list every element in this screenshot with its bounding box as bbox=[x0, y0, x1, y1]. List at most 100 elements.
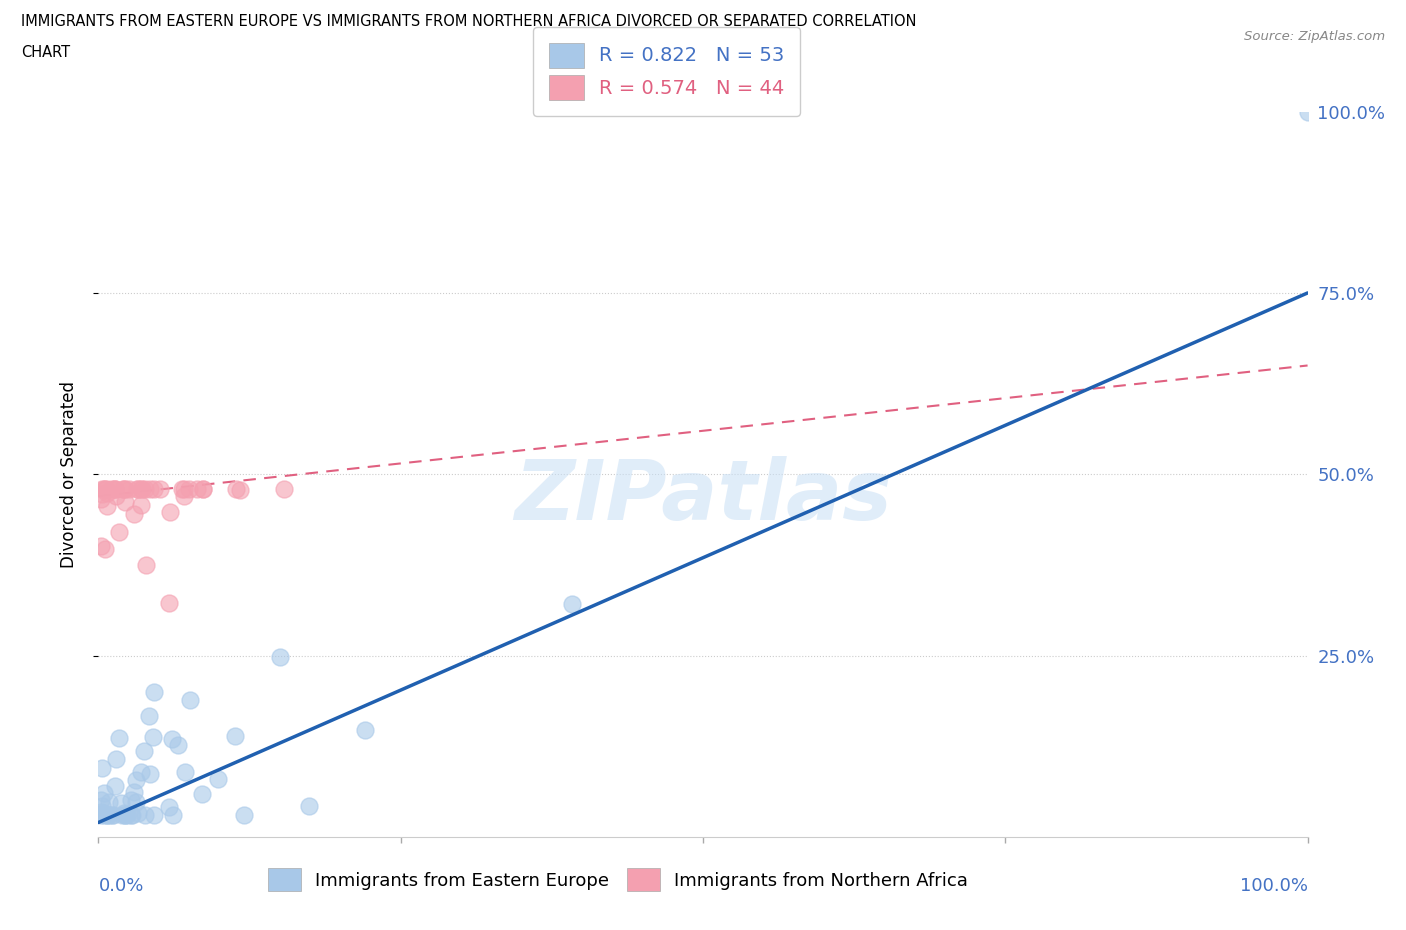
Text: CHART: CHART bbox=[21, 45, 70, 60]
Point bbox=[179, 693, 201, 708]
Point bbox=[173, 489, 195, 504]
Point bbox=[191, 482, 214, 497]
Point bbox=[131, 482, 153, 497]
Text: 100.0%: 100.0% bbox=[1240, 877, 1308, 895]
Point bbox=[114, 808, 136, 823]
Point bbox=[91, 487, 114, 502]
Point bbox=[134, 808, 156, 823]
Point bbox=[138, 709, 160, 724]
Point bbox=[1296, 104, 1319, 119]
Point bbox=[224, 729, 246, 744]
Point bbox=[104, 482, 127, 497]
Point bbox=[93, 808, 115, 823]
Point bbox=[177, 482, 200, 497]
Point bbox=[143, 482, 166, 497]
Point bbox=[93, 482, 115, 497]
Point bbox=[96, 499, 118, 514]
Point bbox=[134, 482, 156, 497]
Point bbox=[91, 805, 114, 820]
Point bbox=[229, 483, 252, 498]
Point bbox=[273, 482, 295, 497]
Point bbox=[167, 737, 190, 752]
Point bbox=[94, 541, 117, 556]
Point bbox=[110, 796, 132, 811]
Point bbox=[112, 805, 135, 820]
Text: IMMIGRANTS FROM EASTERN EUROPE VS IMMIGRANTS FROM NORTHERN AFRICA DIVORCED OR SE: IMMIGRANTS FROM EASTERN EUROPE VS IMMIGR… bbox=[21, 14, 917, 29]
Point bbox=[173, 764, 195, 779]
Point bbox=[114, 482, 136, 497]
Point bbox=[159, 504, 181, 519]
Point bbox=[186, 482, 208, 497]
Point bbox=[96, 485, 118, 500]
Point bbox=[561, 596, 583, 611]
Point bbox=[111, 482, 134, 497]
Point bbox=[101, 808, 124, 823]
Point bbox=[131, 482, 153, 497]
Point bbox=[121, 808, 143, 823]
Point bbox=[90, 808, 112, 823]
Point bbox=[298, 799, 321, 814]
Point bbox=[90, 792, 112, 807]
Text: Source: ZipAtlas.com: Source: ZipAtlas.com bbox=[1244, 30, 1385, 43]
Point bbox=[103, 482, 125, 497]
Point bbox=[90, 538, 112, 553]
Point bbox=[114, 495, 136, 510]
Point bbox=[90, 799, 112, 814]
Point bbox=[104, 482, 127, 497]
Point bbox=[207, 771, 229, 786]
Point bbox=[131, 498, 153, 512]
Point bbox=[170, 482, 193, 497]
Point bbox=[191, 787, 214, 802]
Point bbox=[149, 482, 172, 497]
Point bbox=[143, 684, 166, 699]
Point bbox=[135, 558, 157, 573]
Point bbox=[120, 792, 142, 807]
Point bbox=[142, 729, 165, 744]
Point bbox=[233, 808, 256, 823]
Point bbox=[127, 806, 149, 821]
Point bbox=[162, 732, 184, 747]
Point bbox=[117, 808, 139, 823]
Point bbox=[100, 482, 122, 497]
Point bbox=[120, 808, 142, 823]
Point bbox=[112, 482, 135, 497]
Point bbox=[90, 482, 112, 497]
Point bbox=[173, 482, 195, 497]
Point bbox=[129, 764, 152, 779]
Point bbox=[225, 482, 247, 497]
Point bbox=[162, 808, 184, 823]
Point bbox=[114, 808, 136, 823]
Point bbox=[125, 482, 148, 497]
Point bbox=[124, 785, 146, 800]
Point bbox=[139, 767, 162, 782]
Point bbox=[157, 596, 180, 611]
Point bbox=[96, 808, 118, 823]
Point bbox=[143, 808, 166, 823]
Legend: Immigrants from Eastern Europe, Immigrants from Northern Africa: Immigrants from Eastern Europe, Immigran… bbox=[260, 859, 977, 900]
Point bbox=[90, 492, 112, 507]
Point bbox=[97, 808, 120, 823]
Point bbox=[104, 751, 127, 766]
Point bbox=[108, 525, 131, 539]
Point bbox=[269, 650, 291, 665]
Text: ZIPatlas: ZIPatlas bbox=[515, 456, 891, 537]
Point bbox=[96, 808, 118, 823]
Point bbox=[104, 488, 127, 503]
Point bbox=[122, 507, 145, 522]
Point bbox=[93, 482, 115, 497]
Point bbox=[100, 808, 122, 823]
Y-axis label: Divorced or Separated: Divorced or Separated bbox=[59, 380, 77, 568]
Point bbox=[104, 778, 127, 793]
Point bbox=[125, 795, 148, 810]
Point bbox=[93, 786, 115, 801]
Point bbox=[157, 800, 180, 815]
Point bbox=[125, 773, 148, 788]
Point bbox=[90, 804, 112, 819]
Point bbox=[191, 482, 214, 497]
Text: 0.0%: 0.0% bbox=[98, 877, 143, 895]
Point bbox=[117, 482, 139, 497]
Point bbox=[132, 744, 155, 759]
Point bbox=[111, 808, 134, 823]
Point bbox=[98, 795, 121, 810]
Point bbox=[108, 731, 131, 746]
